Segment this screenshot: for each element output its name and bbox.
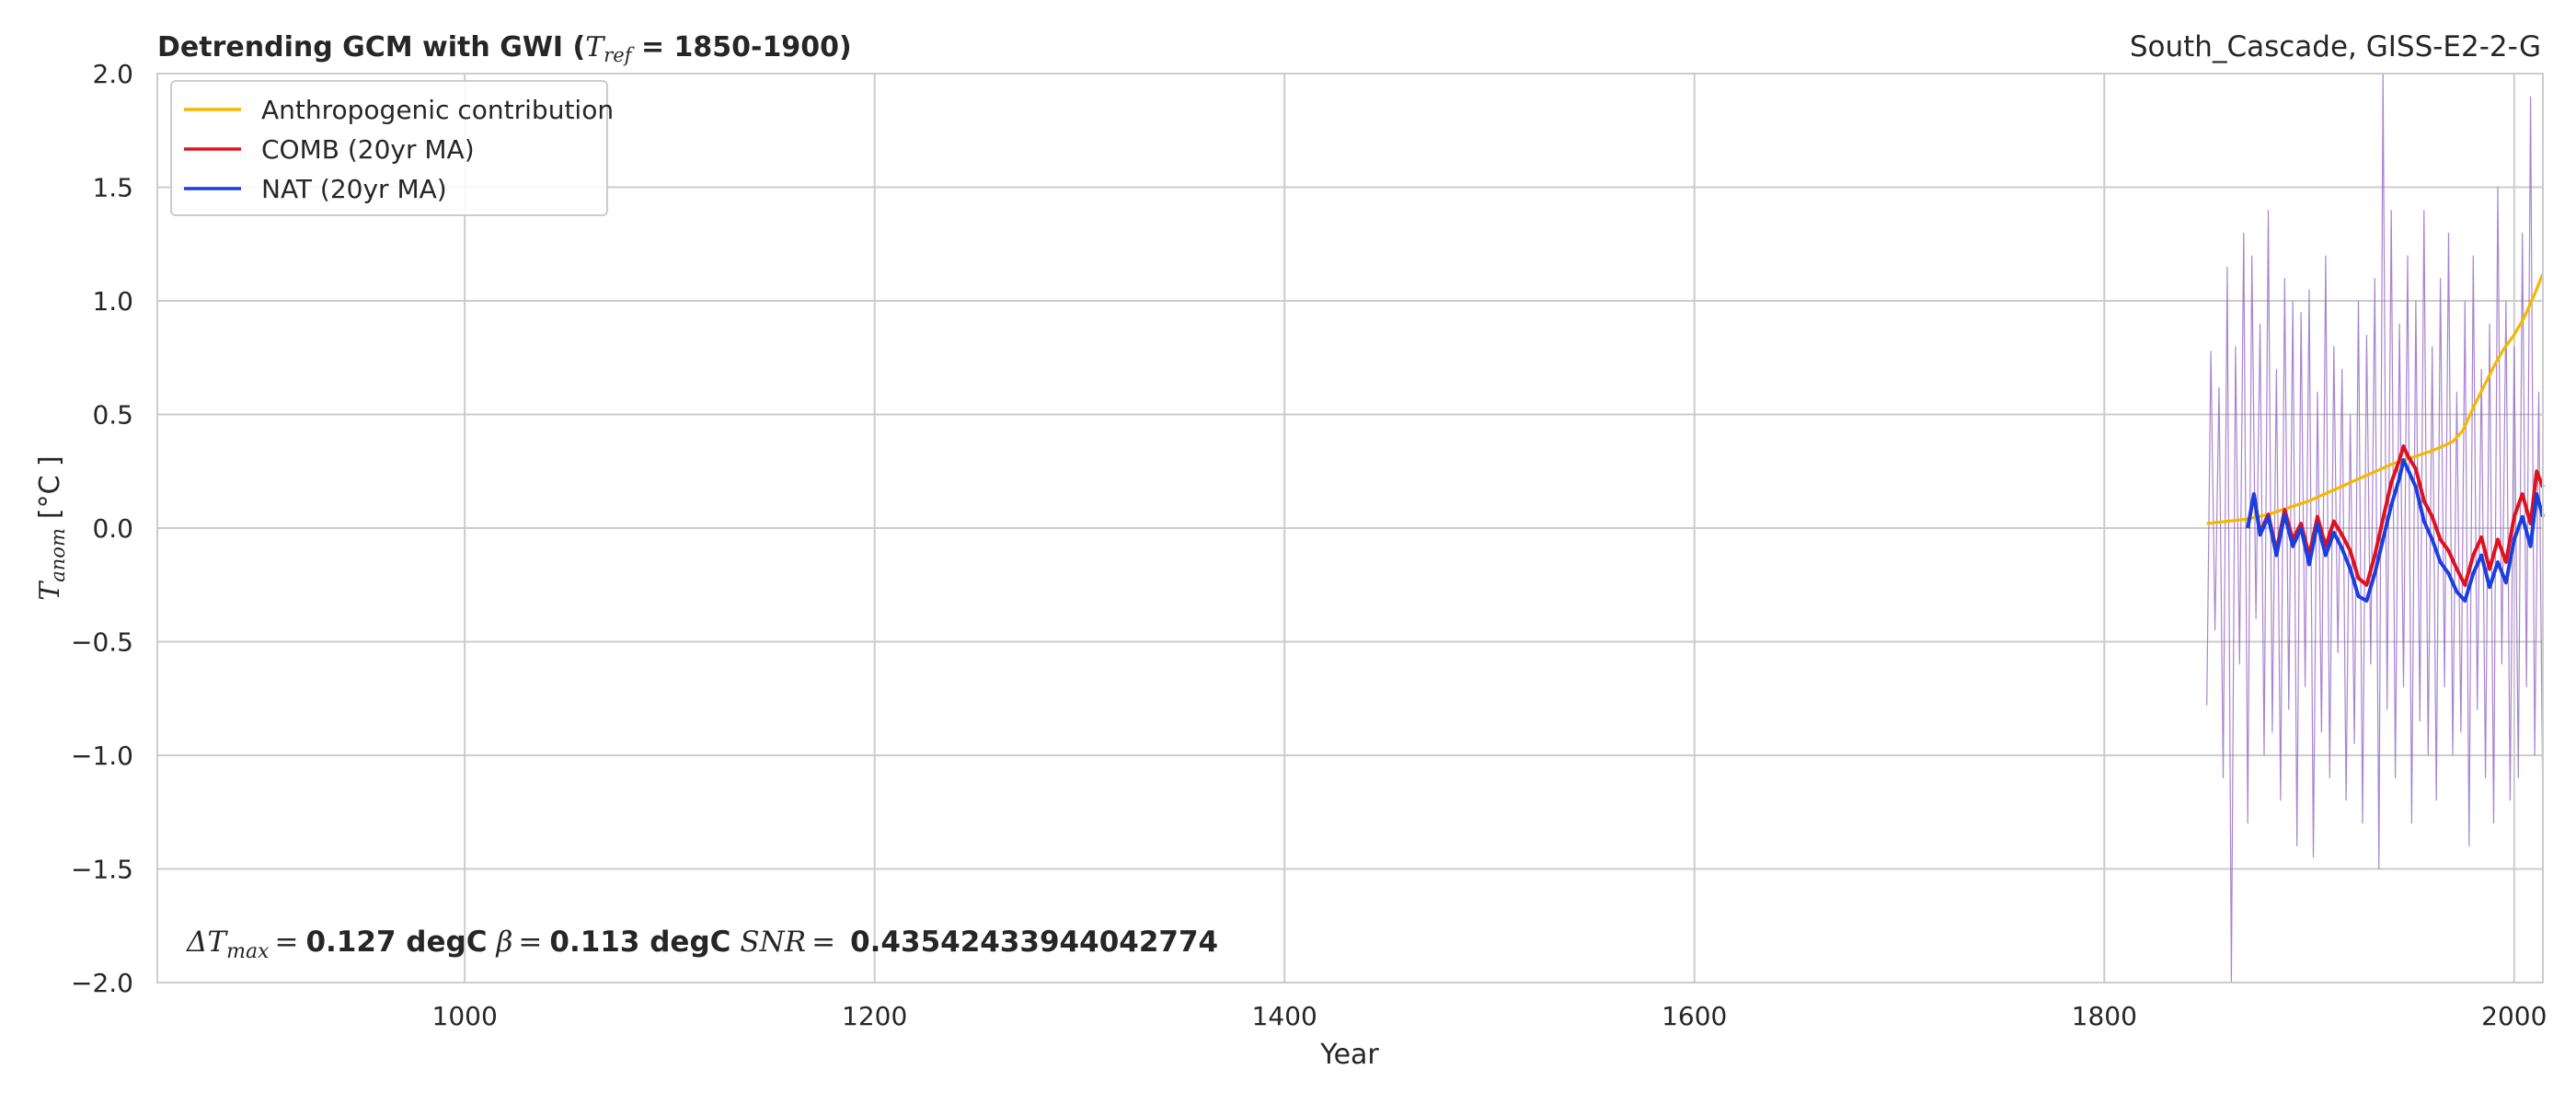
y-tick-label: 0.0 <box>92 513 133 544</box>
y-tick-label: −1.0 <box>71 741 133 771</box>
legend: Anthropogenic contribution COMB (20yr MA… <box>170 80 614 216</box>
y-tick-labels: −2.0 −1.5 −1.0 −0.5 0.0 0.5 1.0 1.5 2.0 <box>71 59 133 998</box>
legend-label-nat: NAT (20yr MA) <box>261 174 447 204</box>
y-tick-label: 2.0 <box>92 59 133 89</box>
y-axis-label: Tanom[°C ] <box>34 455 69 601</box>
y-tick-label: 0.5 <box>92 400 133 431</box>
x-tick-label: 1600 <box>1662 1001 1727 1031</box>
plot-frame <box>156 73 2544 983</box>
series-line-raw <box>2206 73 2544 983</box>
series-line-anthropogenic <box>2206 272 2545 525</box>
chart-subtitle-right: South_Cascade, GISS-E2-2-G <box>2130 30 2541 63</box>
y-tick-label: −0.5 <box>71 627 133 658</box>
y-tick-label: 1.5 <box>92 173 133 203</box>
plot-area <box>156 73 2545 983</box>
x-tick-label: 1000 <box>432 1001 498 1031</box>
x-tick-label: 1800 <box>2072 1001 2137 1031</box>
chart-title: Detrending GCM with GWI (Tref = 1850-190… <box>157 31 852 66</box>
x-axis-label: Year <box>1319 1039 1379 1071</box>
x-tick-labels: 1000 1200 1400 1600 1800 2000 <box>432 1001 2547 1031</box>
series-line-comb <box>2246 444 2545 587</box>
series-layer <box>2206 73 2545 983</box>
y-tick-label: 1.0 <box>92 286 133 316</box>
series-line-nat <box>2246 457 2545 603</box>
x-tick-label: 2000 <box>2481 1001 2547 1031</box>
legend-label-comb: COMB (20yr MA) <box>261 134 475 165</box>
y-tick-label: −2.0 <box>71 968 133 998</box>
y-tick-label: −1.5 <box>71 855 133 885</box>
stats-annotation: ΔTmax = 0.127 degC β = 0.113 degC SNR = 0.435424… <box>186 926 1218 963</box>
legend-box <box>170 80 608 216</box>
x-tick-label: 1200 <box>842 1001 907 1031</box>
x-tick-label: 1400 <box>1252 1001 1317 1031</box>
legend-label-anthropogenic: Anthropogenic contribution <box>261 95 614 125</box>
